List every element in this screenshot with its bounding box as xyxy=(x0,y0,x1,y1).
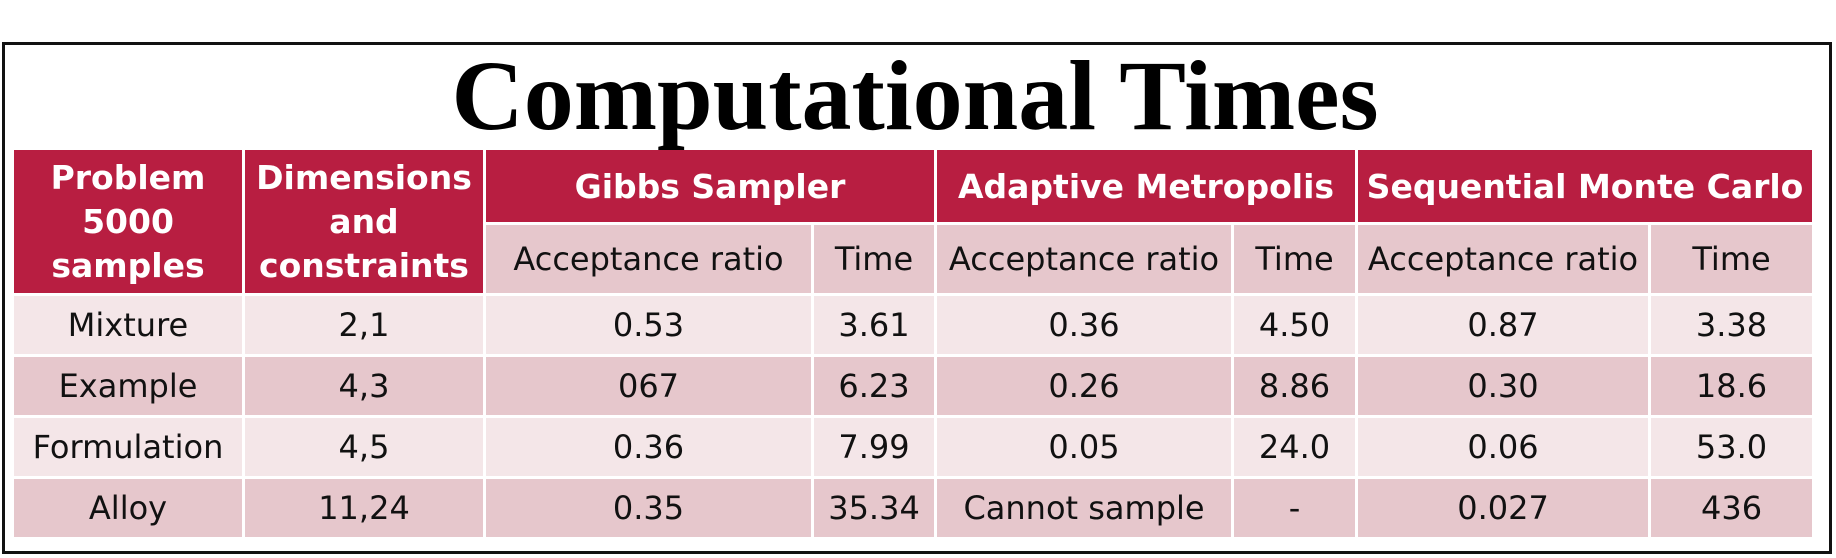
header-sequential-monte-carlo: Sequential Monte Carlo xyxy=(1358,150,1813,222)
cell-gibbs-time: 3.61 xyxy=(814,296,935,354)
header-dims-line-3: constraints xyxy=(259,245,469,285)
header-row-subcolumns: Acceptance ratio Time Acceptance ratio T… xyxy=(14,225,1813,293)
cell-smc-acc: 0.87 xyxy=(1358,296,1649,354)
table-row: Mixture 2,1 0.53 3.61 0.36 4.50 0.87 3.3… xyxy=(14,296,1813,354)
cell-smc-time: 53.0 xyxy=(1651,418,1813,476)
cell-problem: Mixture xyxy=(14,296,242,354)
cell-am-acc: 0.05 xyxy=(937,418,1232,476)
cell-am-time: 8.86 xyxy=(1234,357,1356,415)
header-adaptive-metropolis: Adaptive Metropolis xyxy=(937,150,1356,222)
cell-smc-time: 436 xyxy=(1651,479,1813,537)
table-row: Alloy 11,24 0.35 35.34 Cannot sample - 0… xyxy=(14,479,1813,537)
cell-smc-time: 3.38 xyxy=(1651,296,1813,354)
cell-am-acc: 0.26 xyxy=(937,357,1232,415)
header-problem: Problem 5000 samples xyxy=(14,150,242,293)
computational-times-table: Problem 5000 samples Dimensions and cons… xyxy=(11,147,1815,540)
header-dimensions: Dimensions and constraints xyxy=(245,150,483,293)
table-row: Example 4,3 067 6.23 0.26 8.86 0.30 18.6 xyxy=(14,357,1813,415)
cell-am-acc: Cannot sample xyxy=(937,479,1232,537)
subheader-gibbs-time: Time xyxy=(814,225,935,293)
header-problem-line-3: samples xyxy=(51,245,205,285)
cell-problem: Example xyxy=(14,357,242,415)
cell-gibbs-acc: 067 xyxy=(486,357,811,415)
table-row: Formulation 4,5 0.36 7.99 0.05 24.0 0.06… xyxy=(14,418,1813,476)
cell-dims: 4,3 xyxy=(245,357,483,415)
header-gibbs-sampler: Gibbs Sampler xyxy=(486,150,935,222)
cell-smc-time: 18.6 xyxy=(1651,357,1813,415)
subheader-gibbs-acceptance: Acceptance ratio xyxy=(486,225,811,293)
cell-problem: Formulation xyxy=(14,418,242,476)
cell-am-time: 24.0 xyxy=(1234,418,1356,476)
cell-gibbs-time: 6.23 xyxy=(814,357,935,415)
page-title: Computational Times xyxy=(451,40,1379,151)
subheader-am-acceptance: Acceptance ratio xyxy=(937,225,1232,293)
header-problem-line-2: 5000 xyxy=(82,201,174,241)
cell-gibbs-time: 35.34 xyxy=(814,479,935,537)
cell-am-acc: 0.36 xyxy=(937,296,1232,354)
header-dims-line-1: Dimensions xyxy=(256,157,472,197)
cell-problem: Alloy xyxy=(14,479,242,537)
cell-dims: 2,1 xyxy=(245,296,483,354)
subheader-smc-time: Time xyxy=(1651,225,1813,293)
header-row-methods: Problem 5000 samples Dimensions and cons… xyxy=(14,150,1813,293)
cell-smc-acc: 0.30 xyxy=(1358,357,1649,415)
cell-am-time: 4.50 xyxy=(1234,296,1356,354)
cell-dims: 11,24 xyxy=(245,479,483,537)
header-dims-line-2: and xyxy=(329,201,399,241)
subheader-am-time: Time xyxy=(1234,225,1356,293)
cell-gibbs-acc: 0.53 xyxy=(486,296,811,354)
cell-gibbs-acc: 0.35 xyxy=(486,479,811,537)
header-problem-line-1: Problem xyxy=(50,157,206,197)
cell-am-time: - xyxy=(1234,479,1356,537)
cell-dims: 4,5 xyxy=(245,418,483,476)
cell-smc-acc: 0.027 xyxy=(1358,479,1649,537)
cell-smc-acc: 0.06 xyxy=(1358,418,1649,476)
cell-gibbs-acc: 0.36 xyxy=(486,418,811,476)
cell-gibbs-time: 7.99 xyxy=(814,418,935,476)
subheader-smc-acceptance: Acceptance ratio xyxy=(1358,225,1649,293)
